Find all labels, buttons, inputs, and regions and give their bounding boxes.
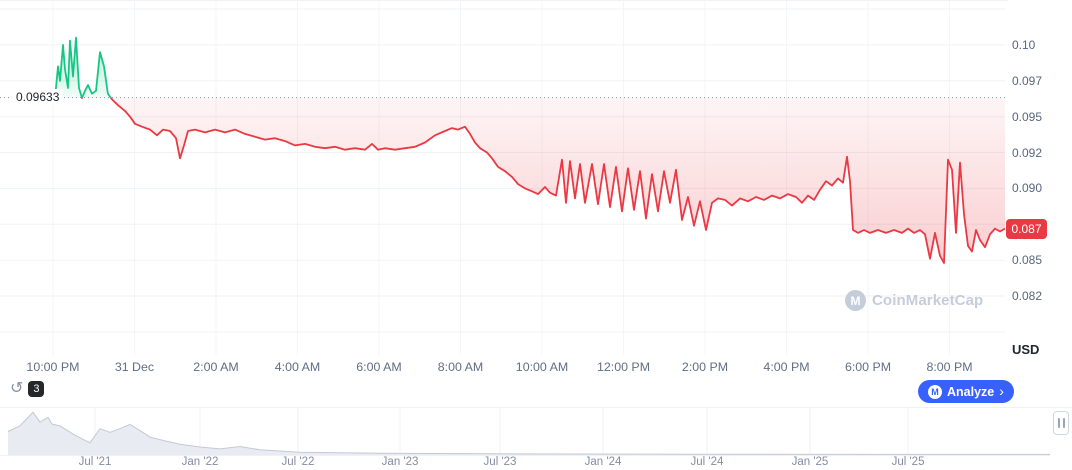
handle-grip-bar [1057,418,1060,428]
main-price-chart[interactable] [0,0,1005,355]
y-axis-tick-label: 0.082 [1012,289,1043,304]
analyze-button-label: Analyze [947,384,995,399]
x-axis-tick-label: 10:00 PM [26,360,80,374]
analyze-button[interactable]: M Analyze › [918,380,1014,403]
chevron-right-icon: › [999,383,1004,399]
brush-axis-tick-label: Jul '23 [483,456,517,468]
top-divider [0,0,1008,1]
x-axis-tick-label: 6:00 PM [844,360,892,374]
current-price-badge: 0.087 [1006,218,1047,239]
brush-axis-tick-label: Jan '23 [381,456,419,468]
x-axis-tick-label: 12:00 PM [596,360,651,374]
x-axis-tick-label: 4:00 AM [274,360,321,374]
x-axis-tick-label: 10:00 AM [515,360,569,374]
coinmarketcap-watermark: M CoinMarketCap [845,290,983,311]
brush-axis-tick-label: Jan '24 [584,456,622,468]
x-axis-tick-label: 4:00 PM [763,360,810,374]
x-axis-tick-label: 2:00 AM [193,360,239,374]
y-axis-tick-label: 0.092 [1012,145,1043,160]
baseline-price-label: 0.09633 [12,88,64,105]
chart-history-control[interactable]: ↺ 3 [10,380,45,397]
y-axis-tick-label: 0.090 [1012,181,1043,196]
brush-axis-tick-label: Jan '22 [181,456,219,468]
x-axis-tick-label: 31 Dec [114,360,155,374]
y-axis-tick-label: 0.095 [1012,109,1043,124]
brush-axis-tick-label: Jul '22 [281,456,315,468]
y-axis-tick-label: 0.10 [1012,37,1036,52]
brush-axis-tick-label: Jul '24 [690,456,724,468]
currency-unit-toggle[interactable]: USD [1012,342,1040,357]
brush-axis-tick-label: Jul '25 [891,456,925,468]
y-axis-tick-label: 0.085 [1012,253,1043,268]
timeline-overview-chart[interactable] [0,408,1050,455]
brush-resize-handle[interactable] [1053,411,1069,435]
x-axis-tick-label: 8:00 PM [926,360,973,374]
analyze-cmc-logo-icon: M [928,384,942,399]
x-axis-tick-label: 6:00 AM [356,360,402,374]
y-axis-tick-label: 0.097 [1012,73,1043,88]
handle-grip-bar [1062,418,1065,428]
x-axis-tick-label: 2:00 PM [681,360,729,374]
history-count-badge: 3 [28,381,45,397]
watermark-text: CoinMarketCap [872,292,984,309]
brush-axis-tick-label: Jan '25 [791,456,829,468]
brush-axis-tick-label: Jul '21 [78,456,112,468]
timeline-top-divider [0,407,1072,408]
timeline-bottom-divider [0,455,1050,456]
x-axis-tick-label: 8:00 AM [437,360,484,374]
history-clock-icon[interactable]: ↺ [10,380,24,397]
coinmarketcap-logo-icon: M [845,290,866,311]
